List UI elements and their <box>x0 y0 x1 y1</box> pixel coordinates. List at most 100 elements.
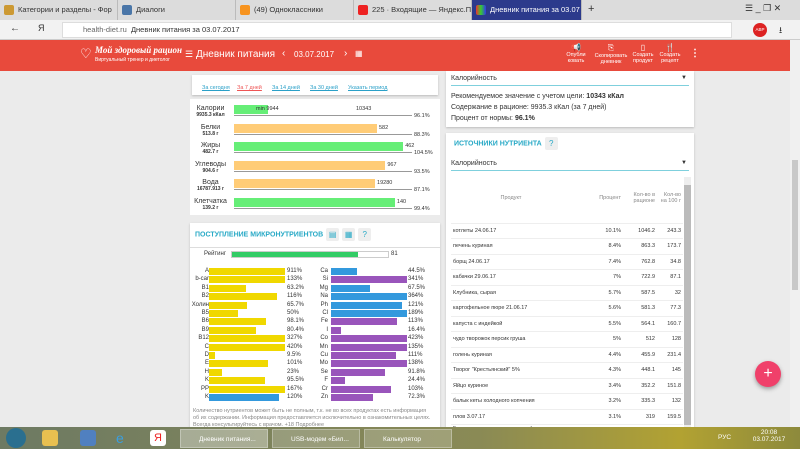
product-name: чудо творожок персик груша <box>451 331 571 348</box>
table-row[interactable]: кабачки 29.06.17 7% 722.9 87.1 <box>451 269 683 286</box>
sources-select[interactable]: Калорийность ▼ <box>451 160 689 171</box>
product-name: котлеты 24.06.17 <box>451 223 571 239</box>
calendar-icon[interactable]: ▦ <box>355 49 363 58</box>
add-fab-button[interactable]: + <box>755 361 781 387</box>
table-row[interactable]: печень куриная 8.4% 863.3 173.7 <box>451 238 683 255</box>
task-usb-modem[interactable]: USB-модем «Бил... <box>272 429 360 448</box>
yandex-icon[interactable]: Я <box>150 430 166 446</box>
table-row[interactable]: плов 3.07.17 3.1% 319 159.5 <box>451 409 683 425</box>
task-diary[interactable]: Дневник питания... <box>180 429 268 448</box>
page-scrollbar[interactable] <box>790 40 800 427</box>
micro-label: Ph <box>320 301 328 308</box>
task-calculator[interactable]: Калькулятор <box>364 429 452 448</box>
table-row[interactable]: борщ 24.06.17 7.4% 762.8 34.8 <box>451 254 683 270</box>
recommended-value: 10343 кКал <box>586 93 624 100</box>
macro-amount: 482.7 г <box>202 149 219 155</box>
period-30-days[interactable]: За 30 дней <box>310 85 338 91</box>
new-tab-button[interactable]: + <box>588 3 595 15</box>
logo-title[interactable]: Мой здоровый рацион <box>95 45 183 55</box>
micro-percent: 63.2% <box>287 284 305 291</box>
copy-diary-button[interactable]: ⎘ Скопировать дневник <box>593 43 629 65</box>
amount: 564.1 <box>623 316 657 332</box>
logo-subtitle: Виртуальный тренер и диетолог <box>95 57 170 63</box>
table-row[interactable]: капуста с индейкой 5.5% 564.1 160.7 <box>451 316 683 332</box>
macro-axis <box>234 189 412 190</box>
macro-axis <box>234 207 412 209</box>
tab-yandex-mail[interactable]: 225 · Входящие — Яндекс.П <box>354 0 472 20</box>
table-icon[interactable]: ▤ <box>326 228 340 241</box>
clock[interactable]: 20:08 03.07.2017 <box>752 429 786 443</box>
tab-dialogs[interactable]: Диалоги <box>118 0 236 20</box>
tab-odnoklassniki[interactable]: (49) Одноклассники <box>236 0 354 20</box>
table-row[interactable]: котлеты 24.06.17 10.1% 1046.2 243.3 <box>451 223 683 239</box>
ie-icon[interactable]: e <box>116 430 124 446</box>
per-100g: 151.8 <box>657 378 683 394</box>
back-icon[interactable]: ← <box>10 23 20 34</box>
menu-icon[interactable]: ☰ <box>185 49 194 59</box>
table-row[interactable]: чудо творожок персик груша 5% 512 128 <box>451 331 683 348</box>
table-row[interactable]: Гречневая каша рассыпчатая (гречка отвар… <box>451 424 683 427</box>
more-menu-icon[interactable]: ⋮ <box>690 48 700 59</box>
per-100g: 243.3 <box>657 223 683 239</box>
help-icon[interactable]: ? <box>358 228 372 241</box>
micro-bar <box>331 352 396 359</box>
micro-label: H <box>204 368 209 375</box>
period-7-days[interactable]: За 7 дней <box>237 85 262 91</box>
window-controls[interactable]: ☰ _ ❐ ✕ <box>745 3 782 13</box>
per-100g: 100.9 <box>657 424 683 427</box>
micro-label: A <box>204 268 209 274</box>
table-scrollbar[interactable] <box>684 177 691 427</box>
micro-label: B1 <box>201 284 209 291</box>
period-14-days[interactable]: За 14 дней <box>272 85 300 91</box>
table-row[interactable]: картофельное пюре 21.06.17 5.6% 581.3 77.3 <box>451 300 683 317</box>
label: Создать <box>659 52 681 58</box>
scroll-thumb[interactable] <box>684 185 691 425</box>
percent: 2.6% <box>571 424 623 427</box>
period-selector: За сегодня За 7 дней За 14 дней За 30 дн… <box>192 75 438 95</box>
nutrient-select[interactable]: Калорийность ▼ <box>451 75 689 86</box>
speaker-icon[interactable] <box>80 430 96 446</box>
explorer-icon[interactable] <box>42 430 58 446</box>
prev-date-button[interactable]: ‹ <box>282 48 286 59</box>
period-custom[interactable]: Указать период <box>348 85 388 91</box>
tab-label: Диалоги <box>136 5 165 14</box>
main-content: За сегодня За 7 дней За 14 дней За 30 дн… <box>0 71 790 427</box>
col-percent[interactable]: Процент <box>571 173 623 224</box>
amount: 762.8 <box>623 254 657 270</box>
logo-heart-icon: ♡ <box>80 46 92 61</box>
next-date-button[interactable]: › <box>344 48 348 59</box>
yandex-logo[interactable]: Я <box>38 23 45 33</box>
col-amount[interactable]: Кол-во в рационе <box>623 173 657 224</box>
start-button[interactable] <box>6 428 26 448</box>
micro-label: Na <box>320 293 328 300</box>
tab-diary[interactable]: Дневник питания за 03.07 <box>472 0 582 20</box>
amount: 581.3 <box>623 300 657 317</box>
nutrient-sources-card: ИСТОЧНИКИ НУТРИЕНТА? Калорийность ▼ Проду… <box>446 133 694 427</box>
col-per-100g[interactable]: Кол-во на 100 г <box>657 173 683 224</box>
period-today[interactable]: За сегодня <box>202 85 230 91</box>
publish-button[interactable]: 📢 Опубли ковать <box>565 43 587 64</box>
amount: 319 <box>623 409 657 425</box>
page-scroll-thumb[interactable] <box>792 160 798 290</box>
macros-chart: Калории 9935.3 кКал min 9944 10343 96.1% Белк… <box>190 99 440 215</box>
label: Опубли <box>566 52 586 58</box>
help-icon[interactable]: ? <box>544 137 558 150</box>
micro-percent: 111% <box>408 352 423 358</box>
percent: 7.4% <box>571 254 623 270</box>
table-row[interactable]: балык кеты холодного копчения 3.2% 335.3 13… <box>451 393 683 410</box>
create-product-button[interactable]: ▯ Создать продукт <box>630 43 656 64</box>
table-row[interactable]: Клубника, сырая 5.7% 587.5 32 <box>451 285 683 301</box>
table-row[interactable]: Творог "Крестьянский" 5% 4.3% 448.1 145 <box>451 362 683 379</box>
download-icon[interactable]: ⭳ <box>779 25 783 35</box>
percent: 3.2% <box>571 393 623 410</box>
url-field[interactable]: health-diet.ru Дневник питания за 03.07.… <box>62 22 732 38</box>
language-indicator[interactable]: РУС <box>718 434 732 441</box>
adblock-icon[interactable]: ABP <box>753 23 767 37</box>
tab-categories[interactable]: Категории и разделы - Фор <box>0 0 118 20</box>
create-recipe-button[interactable]: 🍴 Создать рецепт <box>657 43 683 64</box>
table-row[interactable]: Яйцо куриное 3.4% 352.2 151.8 <box>451 378 683 394</box>
calendar-icon[interactable]: ▦ <box>342 228 356 241</box>
tab-label: (49) Одноклассники <box>254 5 323 14</box>
col-product[interactable]: Продукт <box>451 173 571 224</box>
table-row[interactable]: голень куриная 4.4% 455.9 231.4 <box>451 347 683 363</box>
